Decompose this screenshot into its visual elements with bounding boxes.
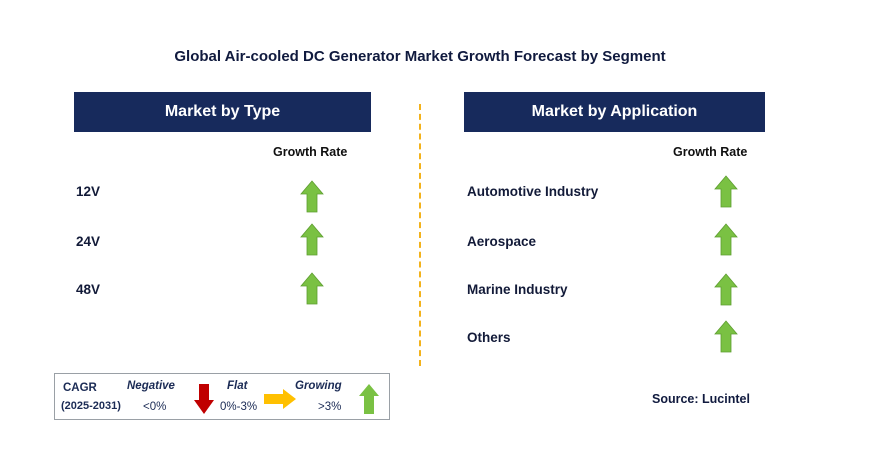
legend-negative-label: Negative [127, 380, 175, 392]
legend-negative-range: <0% [143, 401, 167, 413]
right-arrow-icon [264, 389, 296, 409]
legend-flat-range: 0%-3% [220, 401, 258, 413]
up-arrow-icon [300, 272, 324, 305]
up-arrow-icon [359, 384, 379, 414]
up-arrow-icon [300, 180, 324, 213]
legend-growing-range: >3% [318, 401, 342, 413]
legend-cagr-label: CAGR [63, 382, 97, 394]
application-growth-rate-header: Growth Rate [673, 145, 748, 159]
cagr-legend: CAGR (2025-2031) Negative <0% Flat 0%-3%… [54, 373, 390, 420]
application-row-label: Automotive Industry [467, 184, 599, 199]
legend-period: (2025-2031) [61, 400, 121, 412]
up-arrow-icon [714, 223, 738, 256]
source-note: Source: Lucintel [652, 392, 750, 406]
application-row-label: Others [467, 330, 511, 345]
up-arrow-icon [300, 223, 324, 256]
up-arrow-icon [714, 273, 738, 306]
application-row-label: Aerospace [467, 234, 537, 249]
type-row-label: 48V [76, 282, 101, 297]
type-growth-rate-header: Growth Rate [273, 145, 348, 159]
application-panel-header: Market by Application [464, 92, 765, 132]
application-row-label: Marine Industry [467, 282, 568, 297]
type-row-label: 24V [76, 234, 101, 249]
type-panel-header: Market by Type [74, 92, 371, 132]
type-row-label: 12V [76, 184, 101, 199]
down-arrow-icon [194, 384, 214, 414]
chart-title: Global Air-cooled DC Generator Market Gr… [174, 48, 666, 65]
panel-divider [419, 104, 421, 366]
legend-flat-label: Flat [227, 380, 248, 392]
up-arrow-icon [714, 175, 738, 208]
legend-growing-label: Growing [295, 380, 342, 392]
up-arrow-icon [714, 320, 738, 353]
